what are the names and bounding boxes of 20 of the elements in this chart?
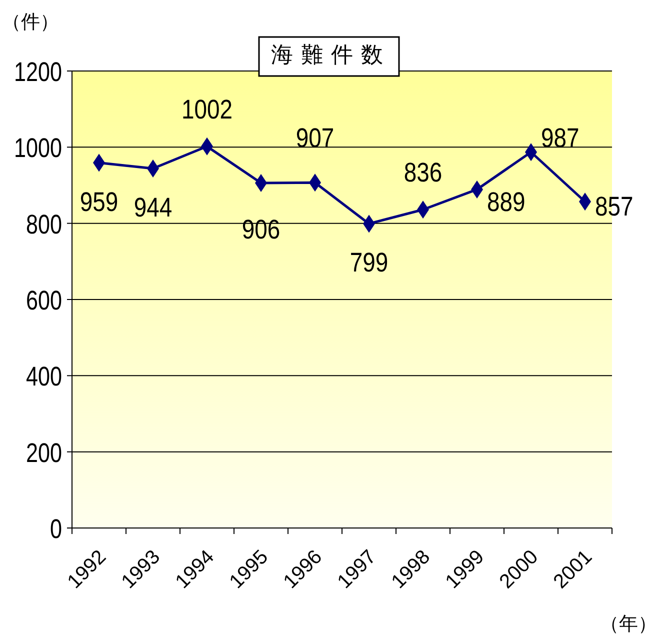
data-label: 987	[541, 123, 580, 154]
data-label: 959	[80, 187, 118, 218]
data-label: 836	[404, 158, 442, 188]
y-tick-label: 200	[26, 438, 62, 468]
data-label: 907	[296, 123, 334, 154]
y-tick-label: 400	[26, 362, 62, 392]
data-label: 799	[350, 248, 388, 278]
x-axis-title: （年）	[600, 614, 647, 635]
data-label: 944	[134, 192, 172, 223]
data-label: 889	[487, 187, 526, 218]
y-tick-label: 600	[26, 286, 62, 316]
data-label: 857	[595, 192, 634, 222]
y-axis-title: （件）	[2, 12, 59, 33]
data-label: 906	[242, 214, 280, 246]
data-label: 1002	[181, 94, 233, 125]
y-tick-label: 1000	[14, 134, 62, 164]
chart-title: 海難件数	[271, 42, 391, 67]
y-tick-label: 800	[26, 210, 62, 240]
y-tick-label: 1200	[14, 58, 62, 88]
y-tick-label: 0	[50, 514, 62, 545]
